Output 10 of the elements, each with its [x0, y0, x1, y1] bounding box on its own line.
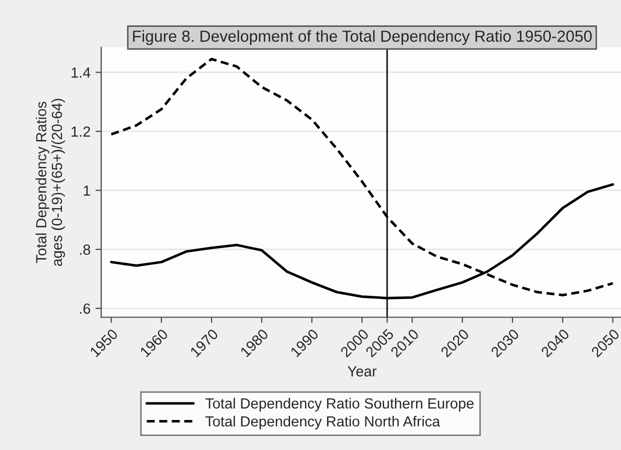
- y-tick-label: .6: [80, 304, 90, 314]
- y-tick-label: .8: [80, 244, 90, 255]
- y-tick-label: 1.2: [72, 126, 90, 137]
- chart-title: Figure 8. Development of the Total Dependency Ratio 1950-2050: [133, 30, 592, 46]
- y-tick-label: 1: [84, 186, 90, 196]
- legend-label: Total Dependency Ratio Southern Europe: [205, 398, 474, 412]
- y-tick-label: 1.4: [72, 68, 90, 78]
- legend-label: Total Dependency Ratio North Africa: [205, 416, 440, 430]
- x-axis-title: Year: [348, 366, 377, 376]
- y-axis-title: Total Dependency Ratios ages (0-19)+(65+)/(20-64): [36, 98, 65, 266]
